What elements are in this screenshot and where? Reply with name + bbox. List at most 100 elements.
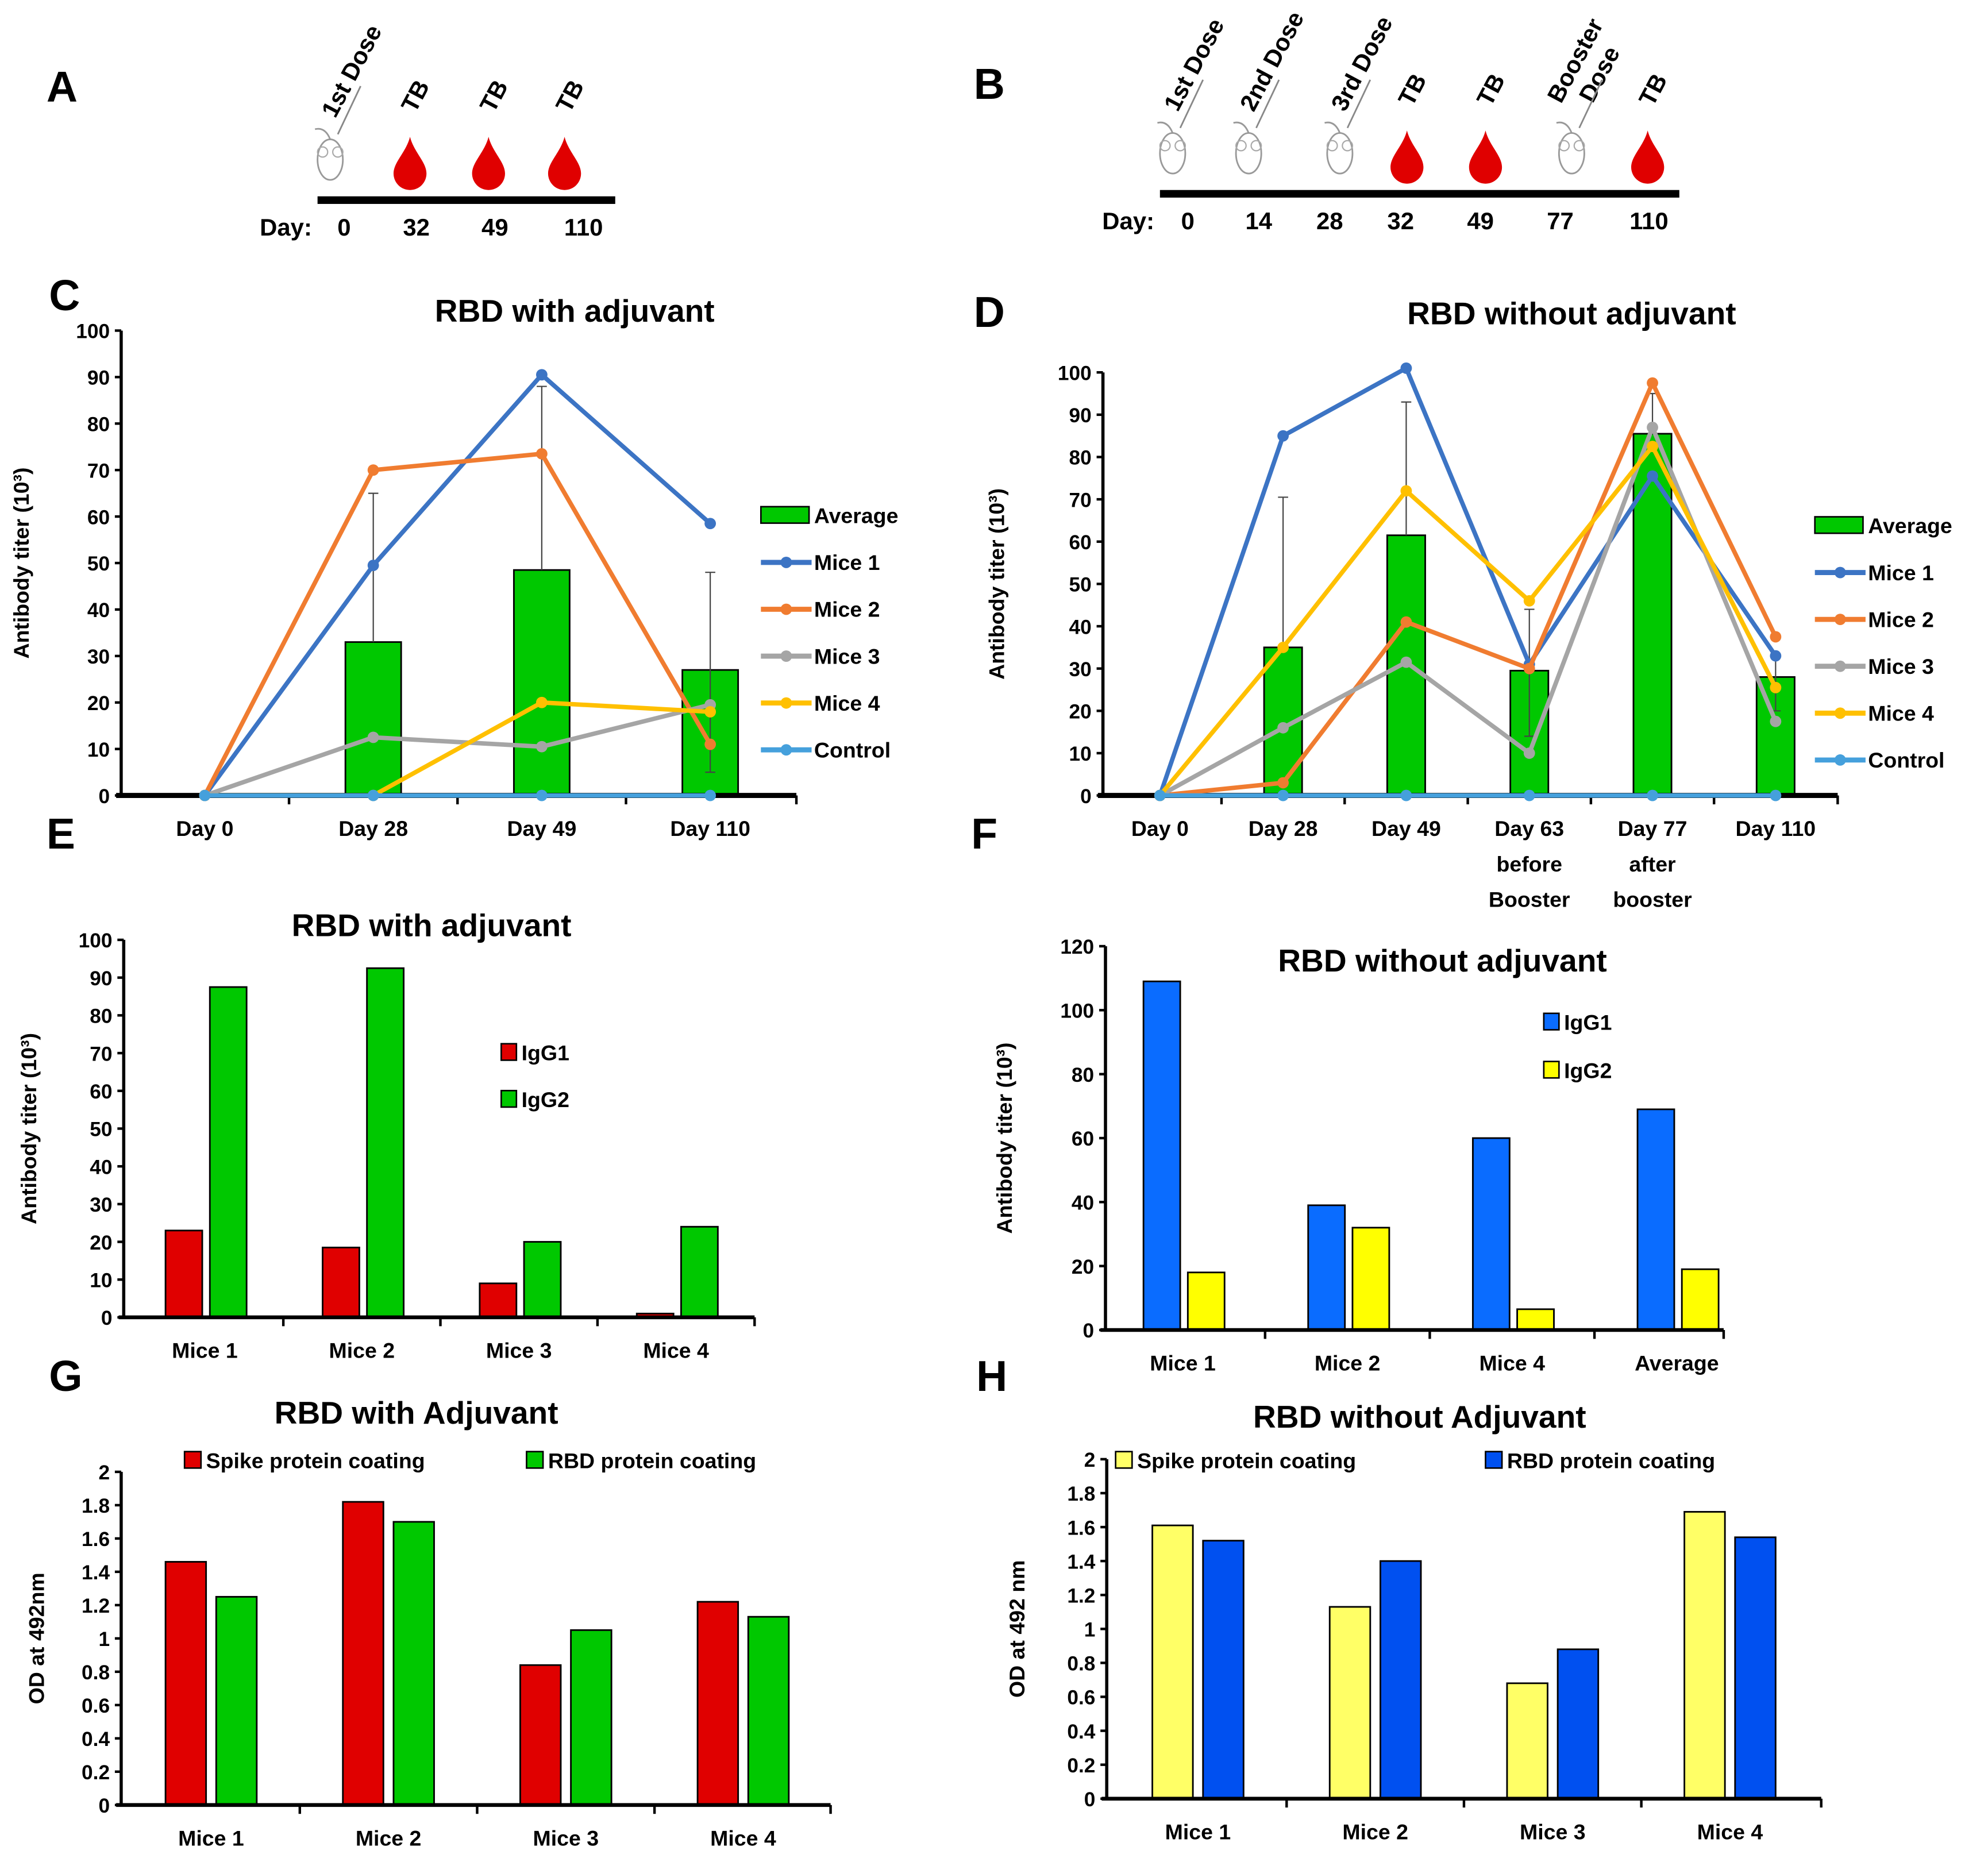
tb-label: TB — [1471, 69, 1511, 110]
mouse-icon — [1157, 79, 1204, 175]
data-point — [1647, 441, 1658, 452]
panel-label-b: B — [974, 60, 1005, 108]
legend-item: Spike protein coating — [183, 1448, 425, 1472]
blood-drop-icon — [472, 137, 505, 190]
bar-igg1 — [1307, 1204, 1346, 1331]
bar-igg1 — [1142, 980, 1181, 1331]
y-tick-label: 80 — [1072, 1064, 1094, 1086]
x-tick-label: Mice 3 — [533, 1826, 599, 1850]
blood-drop-icon — [548, 137, 581, 190]
panel-label-f: F — [971, 809, 997, 858]
legend-label: Control — [1868, 748, 1944, 772]
mouse-icon — [314, 86, 361, 181]
event-label: TB — [475, 75, 514, 116]
data-point — [704, 789, 716, 801]
day-label: Day: — [1102, 207, 1154, 234]
y-tick-label: 2 — [98, 1462, 110, 1484]
x-tick-label: Mice 2 — [1342, 1819, 1408, 1844]
y-tick-label: 20 — [87, 692, 110, 715]
x-tick-label: Day 77 after booster — [1613, 816, 1692, 911]
x-tick-label: Mice 3 — [1520, 1819, 1586, 1844]
y-tick-label: 10 — [87, 739, 110, 761]
day-value: 14 — [1246, 207, 1273, 234]
data-point — [1277, 722, 1289, 734]
x-tick-label: Mice 2 — [1315, 1351, 1381, 1375]
legend-label: RBD protein coating — [1507, 1448, 1715, 1472]
legend-label: Spike protein coating — [206, 1448, 425, 1472]
bar-rbd-protein-coating — [570, 1629, 612, 1806]
chart-title: RBD with Adjuvant — [275, 1395, 558, 1431]
legend-marker — [780, 603, 792, 615]
y-tick-label: 50 — [90, 1119, 112, 1141]
y-tick-label: 0 — [1084, 1788, 1096, 1811]
bar-rbd-protein-coating — [1734, 1536, 1777, 1800]
y-axis-label: Antibody titer (10³) — [985, 488, 1009, 680]
x-tick-label: Day 49 — [1371, 816, 1441, 841]
bar-rbd-protein-coating — [215, 1595, 258, 1806]
y-tick-label: 20 — [90, 1232, 112, 1254]
day-value: 77 — [1547, 207, 1574, 234]
y-tick-label: 40 — [1072, 1192, 1094, 1215]
legend-item: IgG1 — [500, 1040, 569, 1065]
x-tick-label: Day 63 before Booster — [1489, 816, 1570, 911]
event-label: TB — [550, 75, 590, 116]
y-tick-label: 50 — [1069, 574, 1092, 596]
legend-item: IgG2 — [500, 1088, 569, 1112]
legend-label: IgG1 — [522, 1040, 569, 1065]
legend-item: Mice 3 — [761, 644, 880, 668]
event-label: TB — [1393, 69, 1432, 110]
y-tick-label: 0.4 — [82, 1728, 110, 1751]
bar-spike-protein-coating — [342, 1501, 384, 1806]
y-tick-label: 70 — [90, 1043, 112, 1065]
chart-title: RBD with adjuvant — [292, 907, 572, 943]
day-value: 0 — [1181, 207, 1195, 234]
x-tick-label: Mice 4 — [710, 1826, 776, 1850]
y-tick-label: 0.2 — [1067, 1755, 1095, 1777]
data-point — [1277, 641, 1289, 653]
data-point — [1770, 650, 1782, 662]
data-point — [367, 464, 379, 476]
data-point — [535, 696, 548, 708]
dose-label: 2nd Dose — [1234, 7, 1309, 115]
data-point — [535, 741, 548, 753]
day-value: 32 — [1387, 207, 1414, 234]
bar-rbd-protein-coating — [747, 1616, 790, 1806]
data-point — [199, 789, 211, 801]
panel-label-d: D — [974, 288, 1005, 336]
y-tick-label: 10 — [1069, 743, 1092, 765]
bar-average — [513, 569, 571, 797]
blood-drop-icon — [393, 137, 427, 190]
data-point — [1523, 789, 1535, 801]
line-mice-2 — [203, 452, 712, 797]
panel-label-h: H — [976, 1352, 1007, 1400]
chart-title: RBD without adjuvant — [1278, 943, 1607, 978]
y-tick-label: 100 — [79, 930, 113, 952]
y-tick-label: 50 — [87, 553, 110, 575]
day-label: Day: — [260, 214, 312, 241]
y-tick-label: 1.4 — [82, 1562, 110, 1584]
x-tick-label: Mice 4 — [1697, 1819, 1763, 1844]
y-axis-label: Antibody titer (10³) — [9, 467, 33, 658]
data-point — [1400, 656, 1412, 668]
data-point — [1647, 470, 1658, 482]
y-tick-label: 20 — [1072, 1256, 1094, 1278]
x-tick-label: Mice 1 — [1165, 1819, 1231, 1844]
y-tick-label: 0 — [1083, 1320, 1095, 1342]
data-point — [1647, 377, 1658, 389]
y-tick-label: 90 — [87, 367, 110, 390]
tb-label: TB — [1633, 69, 1673, 110]
y-tick-label: 10 — [90, 1269, 112, 1292]
y-tick-label: 20 — [1069, 701, 1092, 723]
bar-igg2 — [523, 1241, 562, 1319]
y-tick-label: 0.8 — [82, 1661, 110, 1684]
data-point — [1770, 789, 1782, 801]
panel-label-e: E — [47, 809, 75, 858]
panel-label-a: A — [47, 62, 78, 110]
legend-marker — [1834, 566, 1846, 579]
x-tick-label: Mice 1 — [172, 1339, 238, 1363]
y-tick-label: 30 — [1069, 658, 1092, 681]
y-tick-label: 60 — [87, 506, 110, 529]
syringe-icon — [1346, 79, 1371, 129]
line-mice-3 — [204, 703, 711, 798]
y-tick-label: 90 — [90, 967, 112, 990]
